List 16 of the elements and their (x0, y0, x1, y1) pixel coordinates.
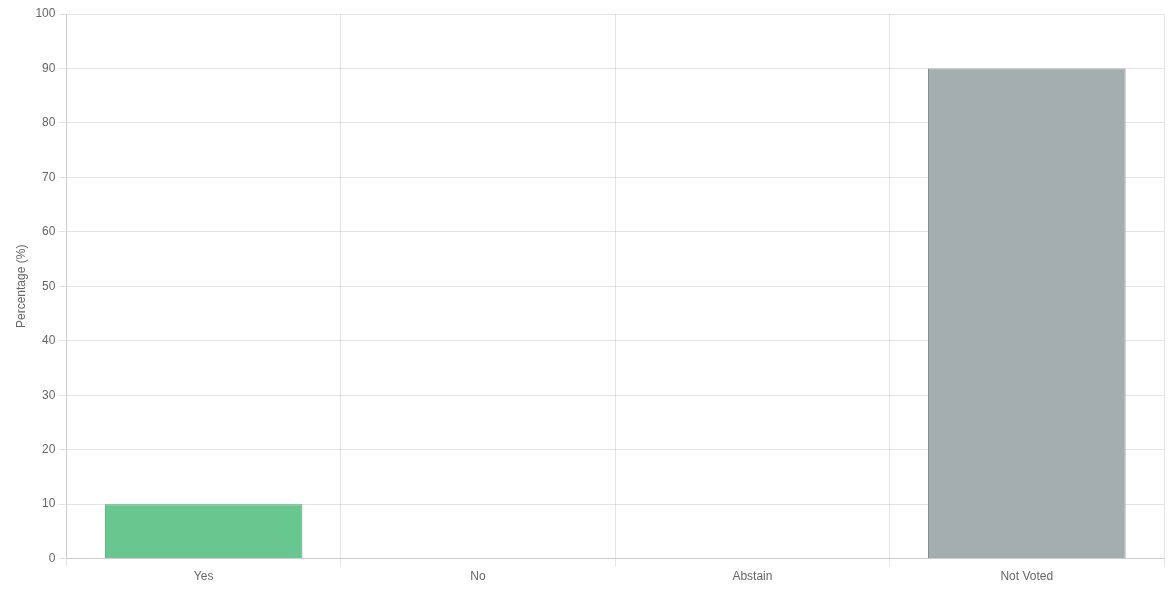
y-tick-label: 60 (42, 224, 56, 239)
y-tick-label: 80 (42, 115, 56, 130)
y-tick-label: 40 (42, 333, 56, 348)
y-axis-title: Percentage (%) (13, 244, 28, 328)
y-tick-label: 10 (42, 496, 56, 511)
y-tick-label: 30 (42, 387, 56, 402)
y-tick-label: 70 (42, 169, 56, 184)
y-tick-label: 20 (42, 441, 56, 456)
y-tick-label: 50 (42, 278, 56, 293)
x-tick-label: Abstain (732, 569, 773, 584)
y-tick-label: 90 (42, 60, 56, 75)
x-tick-label: No (470, 569, 487, 584)
y-tick-label: 100 (35, 6, 56, 21)
y-tick-label: 0 (48, 550, 56, 565)
x-tick-label: Not Voted (1000, 569, 1054, 584)
x-tick-label: Yes (193, 569, 214, 584)
